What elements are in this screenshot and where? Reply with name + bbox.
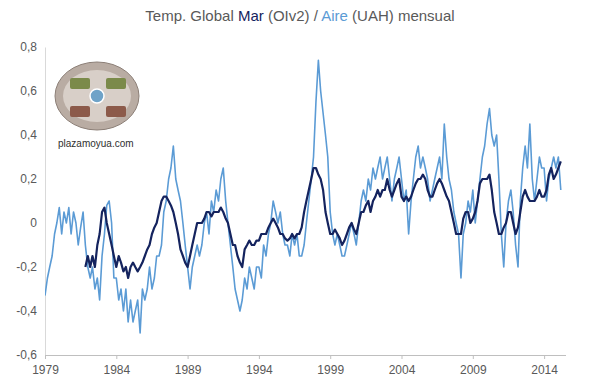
y-axis: -0,6 -0,4 -0,2 0 0,2 0,4 0,6 0,8 [16,40,45,362]
x-tick-label: 1999 [317,363,344,377]
y-tick: -0,6 [16,348,45,362]
title: Temp. Global Mar (OIv2) / Aire (UAH) men… [145,7,454,24]
y-tick: -0,4 [16,304,45,318]
x-tick-label: 1984 [103,363,130,377]
logo-shape [106,78,126,89]
x-tick-mark [116,355,117,359]
x-tick: 2009 [460,355,487,377]
y-tick-label: 0,4 [20,128,37,142]
logo-shape [90,89,104,103]
y-tick-label: -0,2 [16,260,37,274]
x-tick-label: 2014 [531,363,558,377]
x-axis-line [46,355,567,356]
series-line [85,161,560,278]
x-tick-mark [330,355,331,359]
x-tick-mark [544,355,545,359]
y-tick-label: -0,4 [16,304,37,318]
x-tick-label: 2004 [389,363,416,377]
x-tick: 1994 [246,355,273,377]
x-axis: 1979 1984 1989 1994 1999 2004 2009 2014 [32,355,566,377]
x-tick: 1984 [103,355,130,377]
x-tick-mark [188,355,189,359]
y-tick: 0,4 [20,128,45,142]
plot-area [45,60,561,333]
y-tick-label: 0,8 [20,40,37,54]
x-tick-mark [473,355,474,359]
y-tick-label: 0,6 [20,84,37,98]
logo [55,62,139,130]
y-tick: 0,2 [20,172,45,186]
x-tick: 2014 [531,355,558,377]
logo-shape [70,78,90,89]
annotation: plazamoyua.com [58,138,134,149]
chart: Temp. Global Mar (OIv2) / Aire (UAH) men… [0,0,600,391]
y-tick: -0,2 [16,260,45,274]
x-tick-label: 2009 [460,363,487,377]
y-tick-label: -0,6 [16,348,37,362]
title-part: Aire [321,7,348,24]
title-part: Mar [238,7,264,24]
y-tick-label: 0 [30,216,37,230]
logo-shape [63,70,131,122]
title-part: Temp. Global [145,7,238,24]
logo-shape [55,62,139,130]
logo-shape [106,106,126,117]
x-tick: 2004 [389,355,416,377]
y-tick: 0,8 [20,40,45,54]
x-tick-label: 1989 [175,363,202,377]
x-tick-mark [402,355,403,359]
y-tick-label: 0,2 [20,172,37,186]
y-tick: 0,6 [20,84,45,98]
x-tick-label: 1979 [32,363,59,377]
title-part: (OIv2) / [264,7,322,24]
x-tick: 1989 [175,355,202,377]
x-tick-mark [45,355,46,359]
x-tick: 1979 [32,355,59,377]
x-tick: 1999 [317,355,344,377]
logo-shape [70,106,90,117]
y-tick: 0 [30,216,45,230]
x-tick-mark [259,355,260,359]
title-part: (UAH) mensual [348,7,455,24]
y-axis-line [45,48,46,356]
series-line [45,60,561,333]
x-tick-label: 1994 [246,363,273,377]
